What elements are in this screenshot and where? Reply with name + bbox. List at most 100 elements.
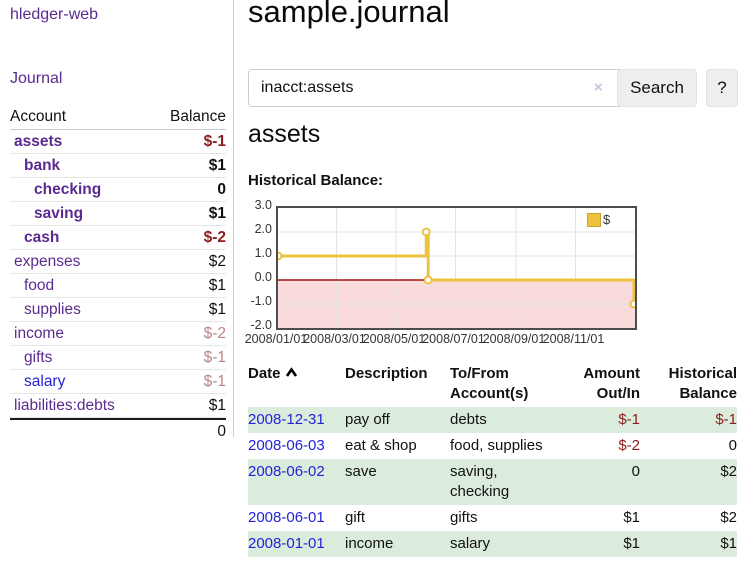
- account-balance: $-1: [203, 133, 226, 150]
- account-balance: 0: [217, 181, 226, 198]
- accounts-cell: debts: [450, 411, 487, 428]
- account-row: gifts $-1: [10, 346, 226, 370]
- account-link[interactable]: gifts: [24, 349, 53, 366]
- account-balance: $-2: [203, 325, 226, 342]
- column-header-amount: Amount Out/In: [583, 365, 640, 402]
- y-axis-tick-label: 0.0: [254, 270, 272, 284]
- account-link[interactable]: bank: [24, 157, 61, 174]
- accounts-cell: saving, checking: [450, 463, 510, 500]
- account-row: income $-2: [10, 322, 226, 346]
- table-row: 2008-12-31 pay off debts $-1 $-1: [248, 407, 737, 433]
- transaction-date-link[interactable]: 2008-06-01: [248, 509, 325, 526]
- table-row: 2008-06-01 gift gifts $1 $2: [248, 505, 737, 531]
- column-header-accounts: To/From Account(s): [450, 365, 529, 402]
- sort-ascending-icon: [285, 364, 298, 384]
- table-row: 2008-06-03 eat & shop food, supplies $-2 0: [248, 433, 737, 459]
- account-balance: $1: [208, 301, 226, 318]
- balance-cell: $-1: [715, 411, 737, 428]
- account-link[interactable]: supplies: [24, 301, 81, 318]
- chart-canvas: [278, 208, 635, 328]
- transaction-date-link[interactable]: 2008-06-03: [248, 437, 325, 454]
- total-balance: 0: [217, 423, 226, 440]
- date-header-label: Date: [248, 365, 281, 382]
- register-body: 2008-12-31 pay off debts $-1 $-1 2008-06-03 ea…: [248, 407, 737, 557]
- account-heading: assets: [248, 120, 321, 148]
- y-axis-tick-label: 1.0: [254, 246, 272, 260]
- chart-plot-area: [276, 206, 637, 330]
- page-title: sample.journal: [248, 0, 450, 29]
- account-balance: $1: [208, 157, 226, 174]
- column-header-balance: Historical Balance: [668, 365, 737, 402]
- data-point-marker: [423, 275, 433, 285]
- data-point-marker: [629, 299, 635, 309]
- accounts-cell: food, supplies: [450, 437, 543, 454]
- data-point-marker: [278, 251, 283, 261]
- x-axis-tick-label: 2008/11/01: [542, 332, 605, 346]
- account-link[interactable]: expenses: [14, 253, 81, 270]
- account-link[interactable]: checking: [34, 181, 102, 198]
- search-button[interactable]: Search: [617, 69, 697, 107]
- chart-title: Historical Balance:: [248, 172, 384, 189]
- legend-swatch-icon: [587, 212, 601, 227]
- account-row: checking 0: [10, 178, 226, 202]
- search-input[interactable]: [248, 69, 624, 107]
- amount-cell: $1: [623, 509, 640, 526]
- account-tree-total-row: 0: [10, 418, 226, 444]
- account-link[interactable]: saving: [34, 205, 84, 222]
- account-tree-body: assets $-1 bank $1 checking 0 saving $1 cash $-2 e…: [10, 130, 226, 418]
- register-header-row: Date Description To/From Account(s) Amou…: [248, 362, 737, 407]
- balance-column-header: Balance: [169, 108, 226, 125]
- date-cell: 2008-06-03: [248, 433, 345, 459]
- y-axis-tick-label: 2.0: [254, 222, 272, 236]
- account-balance: $1: [208, 397, 226, 414]
- transaction-date-link[interactable]: 2008-12-31: [248, 411, 325, 428]
- date-cell: 2008-06-02: [248, 459, 345, 505]
- account-balance: $1: [208, 277, 226, 294]
- balance-cell: $1: [720, 535, 737, 552]
- account-row: liabilities:debts $1: [10, 394, 226, 418]
- account-link[interactable]: income: [14, 325, 64, 342]
- data-point-marker: [421, 227, 431, 237]
- transaction-date-link[interactable]: 2008-06-02: [248, 463, 325, 480]
- x-axis-tick-label: 2008/07/01: [422, 332, 485, 346]
- account-link[interactable]: assets: [14, 133, 63, 150]
- account-link[interactable]: liabilities:debts: [14, 397, 115, 414]
- date-cell: 2008-01-01: [248, 531, 345, 557]
- account-balance: $-2: [203, 229, 226, 246]
- chart-legend: $: [585, 211, 613, 228]
- app-brand-link[interactable]: hledger-web: [10, 6, 99, 23]
- account-link[interactable]: food: [24, 277, 55, 294]
- x-axis-tick-label: 2008/01/01: [244, 332, 308, 346]
- register-table: Date Description To/From Account(s) Amou…: [248, 362, 737, 557]
- description-cell: income: [345, 535, 394, 552]
- column-header-date[interactable]: Date: [248, 362, 345, 407]
- account-link[interactable]: cash: [24, 229, 60, 246]
- sidebar-item-journal[interactable]: Journal: [10, 70, 63, 87]
- column-header-description: Description: [345, 365, 428, 382]
- account-row: assets $-1: [10, 130, 226, 154]
- description-cell: save: [345, 463, 377, 480]
- account-tree-header: Account Balance: [10, 104, 226, 130]
- account-link[interactable]: salary: [24, 373, 66, 390]
- clear-search-icon[interactable]: ×: [594, 79, 603, 96]
- table-row: 2008-06-02 save saving, checking 0 $2: [248, 459, 737, 505]
- y-axis-tick-label: -2.0: [250, 318, 272, 332]
- account-balance: $1: [208, 205, 226, 222]
- account-balance: $-1: [203, 349, 226, 366]
- y-axis-tick-label: 3.0: [254, 198, 272, 212]
- account-row: expenses $2: [10, 250, 226, 274]
- accounts-cell: salary: [450, 535, 491, 552]
- account-row: food $1: [10, 274, 226, 298]
- account-balance: $2: [208, 253, 226, 270]
- date-cell: 2008-12-31: [248, 407, 345, 433]
- amount-cell: $-1: [618, 411, 640, 428]
- historical-balance-chart: 3.0 2.0 1.0 0.0 -1.0 -2.0 2008/01/01 2008/03/01…: [243, 198, 703, 346]
- account-row: cash $-2: [10, 226, 226, 250]
- amount-cell: 0: [631, 463, 640, 480]
- help-button[interactable]: ?: [706, 69, 738, 107]
- account-column-header: Account: [10, 108, 67, 125]
- account-balance: $-1: [203, 373, 226, 390]
- x-axis-tick-label: 2008/03/01: [303, 332, 366, 346]
- transaction-date-link[interactable]: 2008-01-01: [248, 535, 325, 552]
